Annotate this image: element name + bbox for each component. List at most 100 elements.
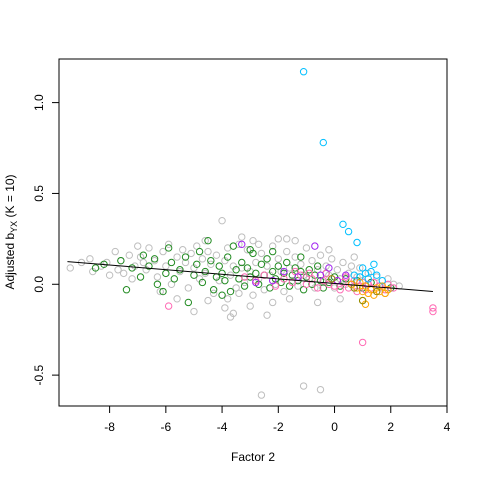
data-point bbox=[207, 260, 215, 268]
data-point bbox=[384, 286, 392, 294]
data-point bbox=[311, 242, 319, 250]
x-tick-label: 2 bbox=[387, 420, 394, 434]
data-point bbox=[350, 271, 358, 279]
data-point bbox=[252, 278, 260, 287]
data-point bbox=[297, 253, 305, 261]
data-point bbox=[156, 287, 164, 296]
data-point bbox=[91, 264, 100, 272]
data-point bbox=[344, 227, 353, 236]
data-point bbox=[268, 267, 277, 276]
data-point bbox=[316, 271, 325, 279]
series-4 bbox=[299, 68, 387, 285]
data-point bbox=[187, 249, 195, 258]
data-point bbox=[221, 276, 229, 285]
data-point bbox=[134, 242, 142, 250]
data-point bbox=[229, 242, 238, 250]
data-point bbox=[339, 220, 347, 229]
data-point bbox=[246, 246, 254, 254]
data-point bbox=[145, 262, 153, 270]
data-point bbox=[283, 258, 291, 267]
data-point bbox=[280, 267, 288, 276]
y-axis-title: Adjusted bYX (K = 10) bbox=[3, 174, 19, 289]
data-point bbox=[159, 287, 167, 296]
data-point bbox=[268, 242, 277, 250]
x-tick-label: -8 bbox=[104, 420, 115, 434]
data-point bbox=[308, 280, 316, 288]
data-point bbox=[316, 385, 325, 394]
data-point bbox=[328, 275, 336, 283]
data-point bbox=[356, 264, 364, 272]
data-point bbox=[204, 296, 212, 305]
y-axis: -0.5 0.0 0.5 1.0 bbox=[32, 94, 60, 385]
data-point bbox=[378, 282, 387, 290]
data-point bbox=[313, 298, 322, 307]
data-point bbox=[274, 255, 282, 263]
data-point bbox=[429, 304, 437, 312]
data-point bbox=[257, 249, 266, 258]
data-point bbox=[319, 284, 327, 292]
y-axis-title-tail: (K = 10) bbox=[3, 174, 17, 220]
data-point bbox=[263, 255, 271, 263]
data-point bbox=[190, 307, 198, 316]
data-point bbox=[201, 267, 209, 276]
data-point bbox=[316, 251, 325, 259]
data-point bbox=[353, 238, 361, 247]
data-point bbox=[350, 253, 358, 261]
data-point bbox=[218, 216, 226, 225]
data-point bbox=[305, 269, 313, 278]
data-point bbox=[122, 286, 131, 294]
data-point bbox=[198, 255, 207, 263]
data-point bbox=[232, 266, 240, 274]
x-tick-label: -6 bbox=[161, 420, 172, 434]
data-point bbox=[117, 256, 125, 265]
trend-layer bbox=[67, 261, 433, 293]
data-point bbox=[299, 382, 308, 390]
data-point bbox=[336, 286, 344, 294]
data-point bbox=[215, 262, 223, 270]
data-point bbox=[274, 235, 282, 243]
data-point bbox=[235, 289, 243, 298]
data-point bbox=[195, 247, 204, 256]
data-point bbox=[125, 251, 133, 259]
data-point bbox=[153, 273, 162, 281]
data-point bbox=[153, 280, 162, 288]
data-point bbox=[297, 260, 305, 268]
y-tick-label: -0.5 bbox=[32, 364, 46, 385]
data-point bbox=[111, 247, 119, 256]
data-point bbox=[190, 271, 198, 279]
data-point bbox=[207, 256, 215, 265]
data-point bbox=[176, 266, 184, 274]
data-point bbox=[240, 278, 249, 287]
data-point bbox=[139, 258, 148, 267]
data-point bbox=[429, 307, 437, 316]
data-point bbox=[224, 253, 232, 261]
data-point bbox=[238, 233, 246, 241]
data-point bbox=[291, 264, 299, 272]
x-tick-label: 0 bbox=[331, 420, 338, 434]
x-tick-label: -4 bbox=[217, 420, 228, 434]
data-point bbox=[238, 258, 246, 267]
data-point bbox=[302, 244, 311, 252]
data-point bbox=[221, 304, 229, 312]
data-point bbox=[263, 311, 271, 319]
data-point bbox=[218, 291, 226, 299]
data-point bbox=[347, 262, 356, 270]
data-point bbox=[145, 244, 153, 252]
data-point bbox=[150, 255, 159, 263]
data-point bbox=[288, 278, 297, 287]
data-point bbox=[319, 138, 327, 147]
data-point bbox=[299, 68, 308, 76]
x-axis-title: Factor 2 bbox=[231, 450, 275, 464]
data-point bbox=[181, 258, 190, 267]
data-point bbox=[257, 391, 266, 399]
data-point bbox=[305, 266, 313, 274]
data-point bbox=[204, 236, 212, 245]
data-point bbox=[254, 240, 263, 249]
data-point bbox=[240, 282, 249, 290]
data-point bbox=[114, 266, 122, 274]
data-point bbox=[268, 298, 277, 307]
data-point bbox=[367, 267, 375, 276]
data-point bbox=[378, 276, 387, 285]
data-point bbox=[364, 275, 372, 283]
